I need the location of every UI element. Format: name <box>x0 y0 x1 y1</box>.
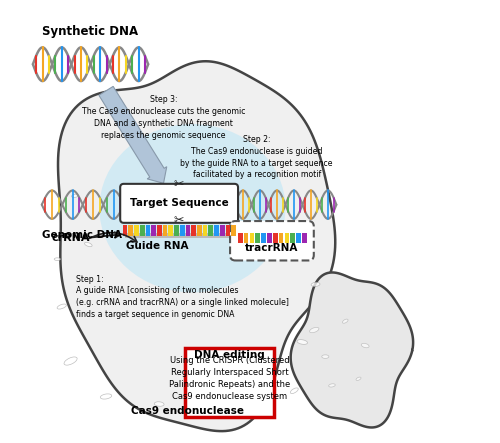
Bar <box>191 225 196 236</box>
FancyBboxPatch shape <box>230 221 314 260</box>
Ellipse shape <box>154 402 164 406</box>
Ellipse shape <box>311 282 320 287</box>
Bar <box>202 225 207 236</box>
Ellipse shape <box>84 242 92 247</box>
Ellipse shape <box>362 343 369 348</box>
FancyBboxPatch shape <box>120 184 238 223</box>
Text: ✂: ✂ <box>174 214 184 227</box>
Ellipse shape <box>242 405 254 412</box>
Bar <box>128 225 133 236</box>
Text: DNA editing: DNA editing <box>194 350 265 360</box>
Ellipse shape <box>54 258 60 260</box>
Bar <box>231 225 236 236</box>
Bar <box>262 233 266 243</box>
Bar <box>151 225 156 236</box>
Bar <box>226 225 230 236</box>
Bar <box>208 225 213 236</box>
Bar <box>214 225 219 236</box>
Ellipse shape <box>64 357 77 365</box>
Text: ✂: ✂ <box>174 178 184 191</box>
FancyArrow shape <box>99 86 167 183</box>
Polygon shape <box>290 272 413 427</box>
Bar <box>157 225 162 236</box>
Bar <box>197 225 202 236</box>
Ellipse shape <box>300 226 306 230</box>
Text: Genomic DNA: Genomic DNA <box>42 230 122 241</box>
Bar <box>162 225 168 236</box>
Bar <box>140 225 144 236</box>
Text: Using the CRISPR (Clustered
Regularly Interspaced Short
Palindronic Repeats) and: Using the CRISPR (Clustered Regularly In… <box>169 356 290 401</box>
Ellipse shape <box>356 377 361 381</box>
Bar <box>125 233 234 238</box>
Bar <box>220 225 224 236</box>
Ellipse shape <box>328 384 335 387</box>
Bar <box>284 233 290 243</box>
Text: crRNA: crRNA <box>52 233 90 243</box>
Ellipse shape <box>322 355 329 358</box>
Text: Cas9 endonuclease: Cas9 endonuclease <box>132 406 244 416</box>
Ellipse shape <box>297 340 308 344</box>
Polygon shape <box>58 61 336 431</box>
Bar <box>296 233 301 243</box>
Ellipse shape <box>72 194 78 198</box>
Ellipse shape <box>342 319 348 323</box>
Bar <box>238 233 242 243</box>
Bar <box>168 225 173 236</box>
Bar <box>302 233 307 243</box>
Bar <box>180 225 184 236</box>
Text: Step 3:
The Cas9 endonuclease cuts the genomic
DNA and a synthetic DNA fragment
: Step 3: The Cas9 endonuclease cuts the g… <box>82 95 245 140</box>
Bar <box>290 233 295 243</box>
Bar <box>244 233 248 243</box>
Text: Step 2:
The Cas9 endonuclease is guided
by the guide RNA to a target sequence
fa: Step 2: The Cas9 endonuclease is guided … <box>180 135 333 179</box>
Text: Target Sequence: Target Sequence <box>130 198 228 208</box>
Bar <box>250 233 254 243</box>
Ellipse shape <box>100 124 286 292</box>
Bar <box>273 233 278 243</box>
Bar <box>256 233 260 243</box>
Ellipse shape <box>100 394 112 399</box>
FancyBboxPatch shape <box>186 348 274 417</box>
Bar <box>267 233 272 243</box>
Bar <box>279 233 283 243</box>
Text: Guide RNA: Guide RNA <box>126 241 188 251</box>
Ellipse shape <box>310 327 319 333</box>
Bar <box>174 225 179 236</box>
Ellipse shape <box>57 304 66 309</box>
Text: Synthetic DNA: Synthetic DNA <box>42 24 138 38</box>
Bar <box>146 225 150 236</box>
Ellipse shape <box>290 388 298 393</box>
Text: tracrRNA: tracrRNA <box>245 243 298 253</box>
Bar <box>186 225 190 236</box>
Bar <box>122 225 128 236</box>
Text: Step 1:
A guide RNA [consisting of two molecules
(e.g. crRNA and tracrRNA) or a : Step 1: A guide RNA [consisting of two m… <box>76 275 289 319</box>
Bar <box>134 225 139 236</box>
